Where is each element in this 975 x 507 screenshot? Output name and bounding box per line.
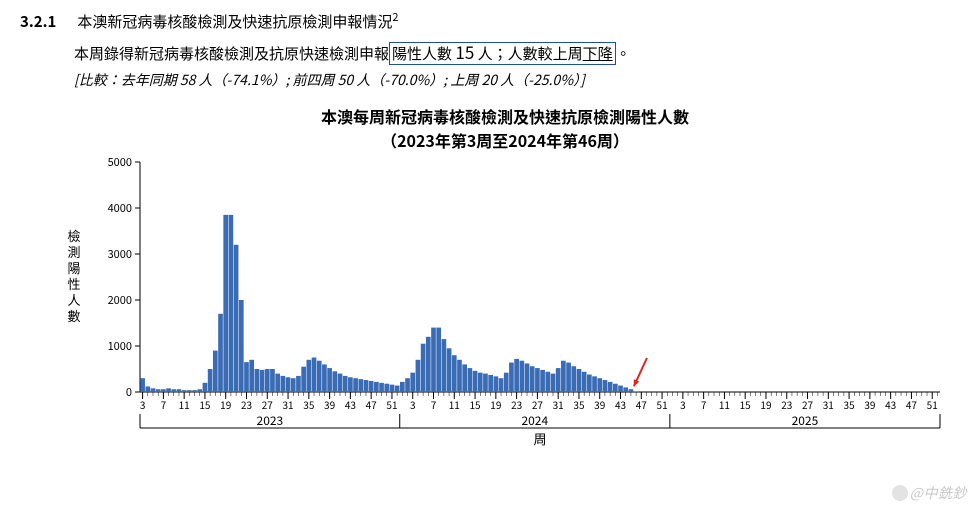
svg-text:2024: 2024 [521,412,548,429]
chart-container: 本澳每周新冠病毒核酸檢測及快速抗原檢測陽性人數 （2023年第3周至2024年第… [60,104,950,464]
svg-text:數: 數 [67,306,80,325]
svg-text:27: 27 [802,397,814,412]
summary-prefix: 本周錄得新冠病毒核酸檢測及抗原快速檢測申報 [74,43,389,64]
svg-text:47: 47 [366,397,378,412]
section-title: 本澳新冠病毒核酸檢測及快速抗原檢測申報情況 [77,11,392,32]
svg-text:51: 51 [386,397,397,412]
svg-text:35: 35 [573,397,585,412]
summary-suffix: 。 [616,43,631,64]
comparison-line: [比較：去年同期 58 人（-74.1%）; 前四周 50 人（-70.0%）;… [20,70,955,90]
svg-text:3000: 3000 [108,246,132,262]
highlight-number: 15 [455,39,474,64]
svg-text:3: 3 [140,397,146,412]
svg-text:19: 19 [220,397,231,412]
highlight-text-b: 人；人數較上周 [474,43,582,64]
svg-text:15: 15 [199,397,211,412]
svg-text:11: 11 [179,397,190,412]
svg-text:19: 19 [760,397,771,412]
svg-text:23: 23 [781,397,792,412]
section-number: 3.2.1 [20,8,74,35]
section-heading: 3.2.1 本澳新冠病毒核酸檢測及快速抗原檢測申報情況2 [20,8,955,35]
svg-text:2025: 2025 [792,412,819,429]
svg-text:31: 31 [282,397,293,412]
watermark-logo-icon [892,485,908,501]
svg-text:43: 43 [615,397,626,412]
svg-text:47: 47 [906,397,918,412]
chart-title: 本澳每周新冠病毒核酸檢測及快速抗原檢測陽性人數 （2023年第3周至2024年第… [60,104,950,152]
chart-title-line2: （2023年第3周至2024年第46周） [381,128,629,152]
svg-text:23: 23 [511,397,522,412]
svg-text:7: 7 [161,397,167,412]
svg-text:43: 43 [885,397,896,412]
watermark-text: @中銑鈔 [910,483,967,503]
svg-text:周: 周 [533,429,546,448]
svg-text:3: 3 [680,397,686,412]
svg-text:39: 39 [864,397,875,412]
svg-text:31: 31 [823,397,834,412]
svg-text:27: 27 [532,397,544,412]
svg-text:51: 51 [927,397,938,412]
svg-text:15: 15 [740,397,752,412]
svg-text:1000: 1000 [108,338,132,354]
svg-text:4000: 4000 [108,200,132,216]
highlight-box: 陽性人數 15 人；人數較上周下降 [389,42,616,65]
svg-text:11: 11 [719,397,730,412]
svg-text:31: 31 [553,397,564,412]
svg-text:43: 43 [345,397,356,412]
summary-line: 本周錄得新冠病毒核酸檢測及抗原快速檢測申報陽性人數 15 人；人數較上周下降。 [20,37,955,68]
svg-text:23: 23 [241,397,252,412]
svg-text:3: 3 [410,397,416,412]
svg-text:2023: 2023 [257,412,284,429]
bar-chart: 010002000300040005000檢測陽性人數3711151923273… [60,152,950,462]
svg-text:5000: 5000 [108,154,132,170]
highlight-text-a: 陽性人數 [392,43,455,64]
svg-text:7: 7 [701,397,707,412]
svg-text:27: 27 [262,397,274,412]
footnote-mark: 2 [392,9,398,25]
highlight-trend: 下降 [583,43,613,64]
svg-text:2000: 2000 [108,292,132,308]
svg-text:39: 39 [594,397,605,412]
svg-text:7: 7 [431,397,437,412]
watermark: @中銑鈔 [892,483,967,503]
chart-title-line1: 本澳每周新冠病毒核酸檢測及快速抗原檢測陽性人數 [321,104,689,128]
svg-text:0: 0 [126,384,132,400]
svg-text:47: 47 [636,397,648,412]
svg-text:19: 19 [490,397,501,412]
svg-text:15: 15 [470,397,482,412]
svg-text:35: 35 [844,397,856,412]
svg-text:11: 11 [449,397,460,412]
svg-text:35: 35 [303,397,315,412]
svg-text:39: 39 [324,397,335,412]
svg-text:51: 51 [657,397,668,412]
